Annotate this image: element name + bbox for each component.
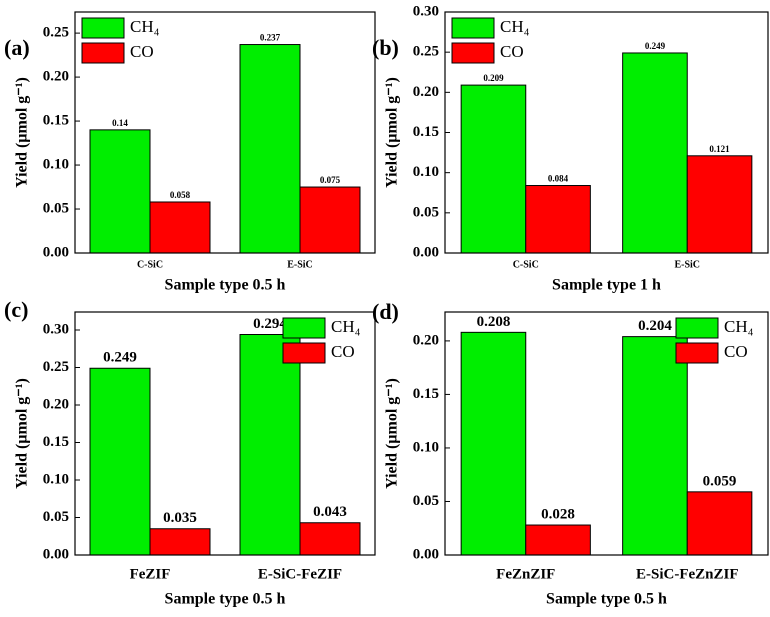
bar (525, 524, 591, 556)
value-label: 0.204 (638, 318, 672, 334)
x-tick-label: C-SiC (513, 259, 539, 270)
bar (622, 336, 688, 556)
bar (89, 367, 151, 556)
legend-text: CH₄ (331, 317, 361, 336)
legend-swatch (675, 342, 719, 364)
legend-swatch (81, 17, 125, 39)
y-tick-label: 0.00 (413, 244, 439, 260)
value-label: 0.294 (253, 316, 287, 332)
value-label: 0.059 (703, 473, 737, 489)
value-label: 0.084 (548, 174, 569, 184)
value-label: 0.075 (320, 175, 341, 185)
bar (149, 528, 211, 556)
y-tick-label: 0.10 (413, 439, 439, 455)
y-tick-label: 0.30 (413, 3, 439, 19)
y-tick-label: 0.10 (43, 156, 69, 172)
x-tick-label: E-SiC-FeZnZIF (636, 566, 739, 582)
y-tick-label: 0.15 (43, 434, 69, 450)
bar (686, 491, 753, 556)
y-tick-label: 0.10 (43, 471, 69, 487)
legend-swatch (81, 42, 125, 64)
x-axis-title: Sample type 0.5 h (546, 591, 667, 608)
plot-frame (74, 311, 376, 556)
bar (239, 44, 301, 254)
value-label: 0.043 (313, 504, 347, 520)
panel-label: (d) (372, 299, 399, 324)
y-tick-label: 0.15 (43, 113, 69, 129)
y-tick-label: 0.00 (43, 546, 69, 562)
y-tick-label: 0.30 (43, 321, 69, 337)
panel-label: (b) (372, 35, 399, 60)
x-tick-label: FeZnZIF (496, 566, 555, 582)
legend-text: CO (130, 42, 154, 61)
x-tick-label: E-SiC (287, 259, 313, 270)
y-tick-label: 0.05 (43, 200, 69, 216)
y-tick-label: 0.25 (43, 359, 69, 375)
y-tick-label: 0.00 (413, 546, 439, 562)
x-tick-label: FeZIF (130, 566, 171, 582)
y-tick-label: 0.20 (43, 396, 69, 412)
bar (149, 201, 211, 254)
value-label: 0.249 (645, 41, 666, 51)
bar (460, 84, 527, 254)
value-label: 0.209 (483, 73, 504, 83)
value-label: 0.249 (103, 350, 137, 366)
plot-frame (74, 11, 376, 254)
y-tick-label: 0.05 (43, 509, 69, 525)
y-tick-label: 0.25 (413, 44, 439, 60)
value-label: 0.14 (112, 118, 128, 128)
value-label: 0.028 (541, 506, 575, 522)
value-label: 0.058 (170, 190, 191, 200)
x-axis-title: Sample type 0.5 h (165, 591, 286, 608)
legend-text: CH₄ (724, 317, 754, 336)
y-tick-label: 0.20 (413, 84, 439, 100)
legend-swatch (451, 17, 495, 39)
value-label: 0.121 (709, 144, 730, 154)
legend-text: CO (724, 342, 748, 361)
y-axis-title: Yield (µmol g⁻¹) (384, 77, 401, 188)
value-label: 0.237 (260, 33, 281, 43)
legend-text: CH₄ (500, 17, 530, 36)
y-tick-label: 0.15 (413, 124, 439, 140)
bar (460, 331, 527, 556)
legend-swatch (675, 317, 719, 339)
x-tick-label: C-SiC (137, 259, 163, 270)
y-axis-title: Yield (µmol g⁻¹) (14, 378, 31, 489)
plot-frame (444, 311, 769, 556)
y-tick-label: 0.20 (413, 332, 439, 348)
bar (622, 52, 688, 254)
legend-text: CH₄ (130, 17, 160, 36)
y-tick-label: 0.10 (413, 164, 439, 180)
legend-text: CO (500, 42, 524, 61)
bar (686, 155, 753, 254)
legend-swatch (282, 317, 326, 339)
y-tick-label: 0.15 (413, 386, 439, 402)
y-axis-title: Yield (µmol g⁻¹) (14, 77, 31, 188)
panel-label: (c) (4, 297, 28, 322)
y-axis-title: Yield (µmol g⁻¹) (384, 378, 401, 489)
legend-text: CO (331, 342, 355, 361)
x-tick-label: E-SiC (674, 259, 700, 270)
plot-frame (444, 11, 769, 254)
x-axis-title: Sample type 0.5 h (165, 277, 286, 294)
value-label: 0.035 (163, 510, 197, 526)
y-tick-label: 0.05 (413, 493, 439, 509)
x-tick-label: E-SiC-FeZIF (258, 566, 342, 582)
y-tick-label: 0.05 (413, 204, 439, 220)
legend-swatch (451, 42, 495, 64)
y-tick-label: 0.20 (43, 69, 69, 85)
bar (89, 129, 151, 254)
value-label: 0.208 (477, 314, 511, 330)
y-tick-label: 0.00 (43, 244, 69, 260)
y-tick-label: 0.25 (43, 25, 69, 41)
legend-swatch (282, 342, 326, 364)
x-axis-title: Sample type 1 h (552, 277, 661, 294)
panel-label: (a) (4, 35, 30, 60)
bar (525, 185, 591, 254)
bar (239, 334, 301, 556)
bar (299, 522, 361, 556)
bar (299, 186, 361, 254)
